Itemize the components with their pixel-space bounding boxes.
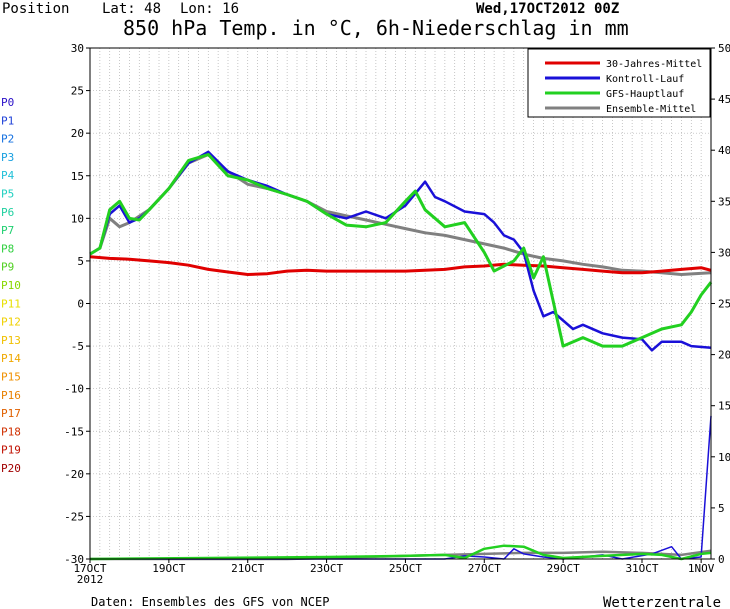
member-labels: P0 P1 P2 P3 P4 P5 P6 P7 P8 P9 P10 P11 P12 P13 P14 P15 P1… [1,96,21,475]
y-right-tick-label: 15 [718,400,730,413]
y-axis-left: 30 25 20 15 10 5 0 -5 -10 -15 -20 -25 -30 [64,42,90,566]
member-label: P1 [1,114,14,127]
member-label: P10 [1,279,21,292]
x-tick-label: 25OCT [389,562,422,575]
y-left-tick-label: 5 [77,255,84,268]
series-line [89,255,712,276]
y-right-tick-label: 50 [718,42,730,55]
member-label: P0 [1,96,14,109]
y-right-tick-label: 20 [718,349,730,362]
y-right-tick-label: 40 [718,144,730,157]
precipitation-lines [89,415,712,561]
member-label: P2 [1,133,14,146]
member-label: P19 [1,444,21,457]
member-label: P18 [1,425,21,438]
member-label: P13 [1,334,21,347]
chart-title: 850 hPa Temp. in °C, 6h-Niederschlag in … [123,16,629,40]
y-right-tick-label: 25 [718,298,730,311]
lon-label: Lon: 16 [180,1,239,17]
y-left-tick-label: 20 [71,127,84,140]
y-left-tick-label: 25 [71,85,84,98]
series-line [89,544,712,561]
member-label: P8 [1,242,14,255]
x-tick-label: 23OCT [310,562,343,575]
y-right-tick-label: 35 [718,195,730,208]
y-right-tick-label: 5 [718,502,725,515]
y-right-tick-label: 30 [718,246,730,259]
member-label: P12 [1,316,21,329]
y-left-tick-label: -25 [64,510,84,523]
member-label: P6 [1,206,14,219]
x-axis: 17OCT 19OCT 21OCT 23OCT 25OCT 27OCT 29OCT 31OCT… [73,559,715,586]
member-label: P16 [1,389,21,402]
y-left-tick-label: -5 [71,340,84,353]
run-label: Wed,17OCT2012 00Z [476,1,619,17]
member-label: P9 [1,261,14,274]
position-label: Position [2,1,69,17]
member-label: P20 [1,462,21,475]
x-year-label: 2012 [77,573,104,586]
x-tick-label: 27OCT [468,562,501,575]
member-label: P7 [1,224,14,237]
y-left-tick-label: 15 [71,170,84,183]
y-left-tick-label: -15 [64,425,84,438]
member-label: P3 [1,151,14,164]
y-left-tick-label: 0 [77,298,84,311]
y-right-tick-label: 0 [718,553,725,566]
legend-label: Ensemble-Mittel [606,104,696,115]
x-tick-label: 31OCT [625,562,658,575]
legend-label: Kontroll-Lauf [606,74,684,85]
x-tick-label: 17OCT [73,562,106,575]
series-lines [89,150,713,352]
member-label: P15 [1,371,21,384]
legend-label: GFS-Hauptlauf [606,89,684,100]
x-tick-label: 19OCT [152,562,185,575]
y-right-tick-label: 10 [718,451,730,464]
series-line [89,153,712,276]
series-line [89,153,713,348]
y-left-tick-label: 30 [71,42,84,55]
data-source: Daten: Ensembles des GFS von NCEP [91,595,329,609]
y-left-tick-label: 10 [71,212,84,225]
lat-label: Lat: 48 [102,1,161,17]
member-label: P5 [1,188,14,201]
member-label: P4 [1,169,15,182]
legend-label: 30-Jahres-Mittel [606,59,702,70]
y-left-tick-label: -30 [64,553,84,566]
x-tick-label: 1NOV [688,562,715,575]
series-line [89,150,712,352]
member-label: P11 [1,297,21,310]
brand-label: Wetterzentrale [603,595,721,609]
y-right-tick-label: 45 [718,93,730,106]
grid [90,47,711,560]
y-left-tick-label: -20 [64,468,84,481]
x-tick-label: 29OCT [547,562,580,575]
legend-box [527,48,711,118]
y-left-tick-label: -10 [64,383,84,396]
legend: 30-Jahres-Mittel Kontroll-Lauf GFS-Hauptla… [527,48,711,118]
series-line [90,415,712,560]
member-label: P17 [1,407,21,420]
x-tick-label: 21OCT [231,562,264,575]
member-label: P14 [1,352,21,365]
